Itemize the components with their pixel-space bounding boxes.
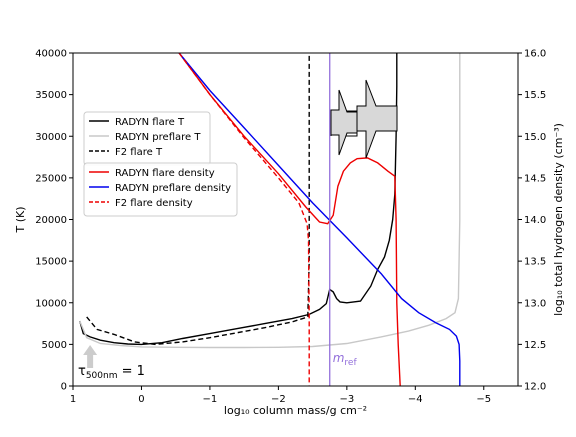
tau-subscript: 500nm [86, 371, 118, 381]
tau-arrow-icon [83, 345, 98, 368]
y-right-tick-label: 14.0 [524, 215, 546, 226]
series-line-radyn-flare-t [79, 53, 398, 346]
mref-subscript: ref [344, 358, 357, 368]
y-tick-label: 0 [61, 382, 67, 393]
y-right-tick-label: 15.5 [524, 90, 546, 101]
mref-annotation: mref [333, 351, 358, 368]
tau-annotation: τ500nm = 1 [78, 364, 145, 381]
x-tick-label: −4 [408, 394, 423, 405]
x-tick-label: −1 [203, 394, 218, 405]
legend-temperature-entry-label: RADYN preflare T [115, 132, 201, 143]
y-right-tick-label: 16.0 [524, 49, 546, 60]
y-right-tick-label: 12.0 [524, 382, 546, 393]
y-right-tick-label: 13.5 [524, 257, 546, 268]
y-tick-label: 15000 [35, 257, 67, 268]
series-line-f2-flare-t [86, 53, 310, 346]
legend-temperature-entry-label: F2 flare T [115, 147, 163, 158]
y-tick-label: 40000 [35, 49, 67, 60]
series-line-radyn-flare-density [178, 52, 401, 387]
y-axis-label-right: log₁₀ total hydrogen density (cm⁻³) [552, 123, 565, 316]
y-right-tick-label: 13.0 [524, 298, 546, 309]
legend-temperature-entry-label: RADYN flare T [115, 117, 185, 128]
legend-layer: RADYN flare T RADYN preflare T F2 flare T R… [83, 111, 238, 217]
legend-density-entry-label: RADYN flare density [115, 168, 215, 179]
shock-schematic-icon [330, 79, 398, 159]
annotation-layer: τ500nm = 1 mref [78, 79, 398, 381]
y-tick-label: 5000 [42, 340, 67, 351]
series-line-f2-flare-density [178, 52, 310, 386]
y-tick-label: 20000 [35, 215, 67, 226]
axes-layer: log₁₀ column mass/g cm⁻² T (K) log₁₀ tot… [14, 49, 565, 418]
x-tick-label: −3 [339, 394, 354, 405]
y-tick-label: 25000 [35, 173, 67, 184]
y-right-tick-label: 12.5 [524, 340, 546, 351]
x-axis-label: log₁₀ column mass/g cm⁻² [224, 404, 367, 417]
x-tick-label: 1 [70, 394, 76, 405]
series-line-radyn-preflare-density [178, 52, 461, 386]
y-tick-label: 30000 [35, 132, 67, 143]
x-tick-label: −5 [476, 394, 491, 405]
series-line-radyn-preflare-t [79, 53, 461, 349]
y-right-tick-label: 14.5 [524, 173, 546, 184]
legend-density-box [83, 162, 238, 217]
y-tick-label: 10000 [35, 298, 67, 309]
x-tick-label: 0 [138, 394, 144, 405]
x-tick-label: −2 [271, 394, 286, 405]
y-tick-label: 35000 [35, 90, 67, 101]
series-layer [79, 52, 461, 387]
legend-density-entry-label: F2 flare density [115, 198, 193, 209]
y-axis-label: T (K) [14, 206, 27, 233]
legend-density-entry-label: RADYN preflare density [115, 183, 231, 194]
tau-equals: = 1 [117, 364, 144, 379]
y-right-tick-label: 15.0 [524, 132, 546, 143]
